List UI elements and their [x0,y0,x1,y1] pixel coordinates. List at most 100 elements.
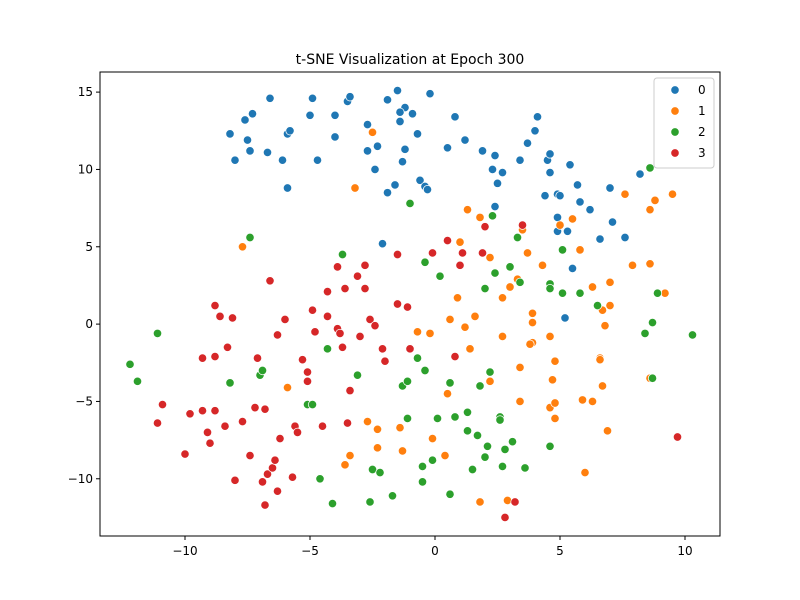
scatter-point-class-3 [297,355,308,365]
scatter-point-class-0 [562,226,573,236]
scatter-point-class-1 [452,293,463,303]
scatter-point-class-3 [302,376,313,386]
scatter-point-class-0 [242,135,253,145]
scatter-point-class-2 [432,413,443,424]
scatter-point-class-1 [372,424,383,434]
scatter-point-class-2 [445,378,455,388]
scatter-point-class-1 [597,381,608,391]
scatter-point-class-1 [465,344,475,354]
scatter-point-class-1 [345,450,355,461]
scatter-point-class-2 [495,415,505,425]
scatter-point-class-2 [647,317,658,328]
scatter-point-class-3 [322,287,333,297]
scatter-point-class-0 [490,201,500,212]
y-tick-label: 15 [78,85,93,99]
scatter-point-class-1 [515,362,525,372]
plot-frame [99,71,721,537]
scatter-point-class-2 [420,257,430,267]
scatter-point-class-1 [485,376,495,386]
scatter-point-class-3 [392,249,403,260]
scatter-point-class-1 [440,450,450,461]
scatter-point-class-0 [245,146,255,156]
scatter-point-class-2 [652,288,663,298]
scatter-point-class-1 [527,308,538,318]
scatter-point-class-1 [425,328,435,338]
scatter-point-class-2 [245,232,255,243]
scatter-point-class-0 [400,144,410,154]
scatter-point-class-0 [572,180,583,190]
scatter-point-class-2 [592,300,603,311]
scatter-point-class-3 [365,314,375,325]
scatter-point-class-1 [502,495,513,506]
scatter-point-class-0 [305,110,315,120]
x-tick-label: 0 [431,544,439,558]
scatter-point-class-1 [470,311,480,321]
scatter-point-class-3 [292,427,303,437]
scatter-point-class-2 [505,262,515,272]
scatter-point-class-0 [265,93,275,103]
scatter-point-class-1 [602,426,613,436]
scatter-point-class-2 [417,461,428,471]
scatter-point-class-3 [442,236,453,246]
scatter-point-class-3 [405,344,415,354]
scatter-point-class-1 [442,389,453,399]
scatter-point-class-3 [455,260,465,270]
scatter-point-class-2 [307,399,318,410]
legend-label-class-1: 1 [698,104,706,118]
scatter-point-class-2 [647,373,658,383]
scatter-point-class-3 [210,352,220,362]
scatter-point-class-1 [485,253,495,263]
scatter-point-class-3 [262,469,273,479]
scatter-point-class-3 [352,271,363,281]
scatter-point-class-0 [422,184,433,195]
y-tick-label: 10 [78,162,93,176]
scatter-point-class-0 [330,132,340,142]
scatter-point-class-3 [252,353,263,363]
scatter-point-class-1 [550,398,560,408]
scatter-point-class-2 [257,365,268,376]
scatter-point-class-2 [497,461,508,471]
scatter-point-class-2 [402,413,413,424]
scatter-point-class-3 [360,283,370,294]
scatter-point-class-1 [475,497,485,507]
scatter-point-class-1 [362,416,373,427]
scatter-point-class-0 [585,205,595,215]
scatter-point-class-2 [327,498,338,509]
scatter-point-class-1 [395,423,405,433]
scatter-point-class-0 [560,313,570,323]
scatter-point-class-2 [352,370,363,380]
scatter-point-class-0 [522,138,533,148]
scatter-point-class-0 [415,175,425,185]
scatter-point-class-1 [475,212,485,222]
scatter-point-class-2 [557,245,568,255]
scatter-point-class-1 [282,382,293,393]
legend-label-class-3: 3 [698,146,706,160]
scatter-point-class-3 [337,342,348,352]
scatter-point-class-2 [132,376,143,386]
scatter-point-class-0 [545,149,555,159]
scatter-point-class-1 [340,460,350,470]
scatter-point-class-3 [302,367,313,377]
scatter-point-class-3 [270,455,280,465]
scatter-point-class-2 [445,489,455,499]
legend-marker-class-2 [670,127,680,137]
scatter-point-class-0 [390,180,400,190]
scatter-point-class-1 [525,339,535,349]
scatter-point-class-3 [197,406,208,416]
scatter-point-class-2 [490,268,500,278]
scatter-point-class-2 [420,365,430,376]
scatter-point-class-3 [355,331,365,342]
x-tick-label: 5 [556,544,564,558]
scatter-point-class-2 [365,497,375,507]
scatter-point-class-0 [330,110,340,120]
scatter-point-class-1 [427,433,438,444]
scatter-point-class-1 [550,413,560,424]
scatter-point-class-3 [332,262,343,272]
legend-label-class-0: 0 [698,83,706,97]
scatter-point-class-1 [547,375,558,385]
scatter-point-class-0 [575,197,585,207]
scatter-point-class-0 [450,112,460,122]
scatter-point-class-2 [557,288,568,298]
scatter-point-class-1 [397,446,408,456]
y-tick-label: −5 [75,394,93,408]
